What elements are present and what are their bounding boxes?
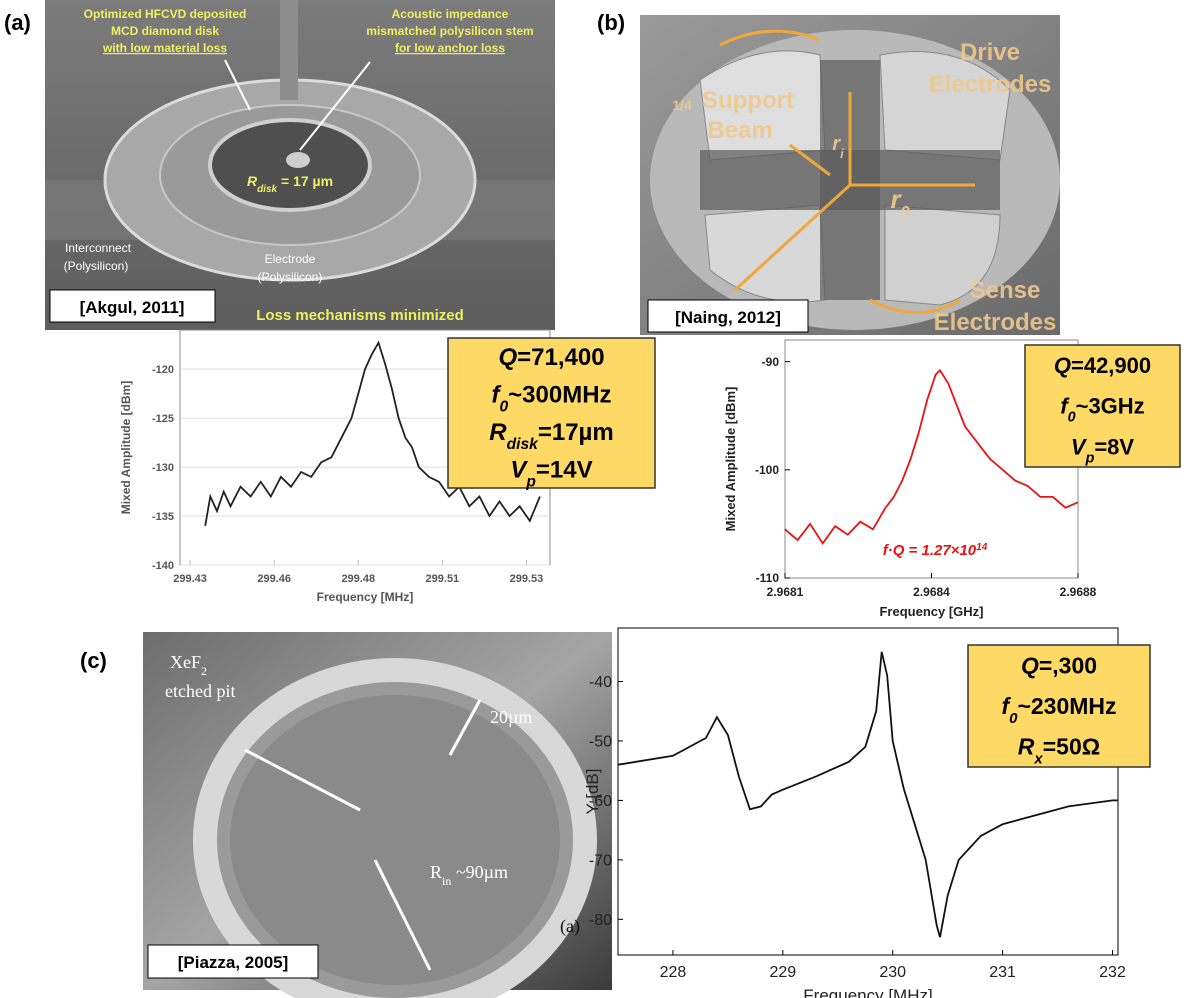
annotation: = 17 µm xyxy=(277,173,333,189)
x-tick-label: 2.9684 xyxy=(913,585,950,599)
annotation: for low anchor loss xyxy=(395,41,505,55)
y-tick-label: -140 xyxy=(152,560,174,572)
x-tick-label: 299.43 xyxy=(173,573,207,585)
annotation: disk xyxy=(257,184,277,195)
info-symbol: R xyxy=(1018,734,1035,760)
x-axis-label: Frequency [MHz] xyxy=(317,590,414,604)
annotation: Sense xyxy=(970,277,1041,304)
info-subscript: 0 xyxy=(1068,410,1076,426)
annotation: (Polysilicon) xyxy=(64,259,129,273)
info-subscript: disk xyxy=(507,436,540,453)
annotation: i xyxy=(840,146,844,161)
info-value: ~300MHz xyxy=(508,382,611,409)
annotation: Support xyxy=(702,87,794,114)
x-tick-label: 230 xyxy=(879,964,906,981)
annotation: Acoustic impedance xyxy=(392,7,509,21)
info-line: Q=42,900 xyxy=(1054,353,1151,378)
y-tick-label: -135 xyxy=(152,511,174,523)
citation: [Akgul, 2011] xyxy=(80,298,185,317)
annotation: Drive xyxy=(960,39,1020,66)
panel-label: (a) xyxy=(4,10,31,35)
x-axis-label: Frequency [GHz] xyxy=(879,604,983,619)
info-symbol: R xyxy=(489,419,507,446)
panel-label: (b) xyxy=(597,10,625,35)
annotation: MCD diamond disk xyxy=(111,24,219,38)
y-axis-label: Y [dB] xyxy=(583,769,602,815)
annotation: Electrodes xyxy=(934,309,1057,336)
annotation: (a) xyxy=(560,916,580,937)
info-value: =14V xyxy=(536,457,593,484)
x-tick-label: 2.9688 xyxy=(1060,585,1097,599)
annotation: Loss mechanisms minimized xyxy=(256,307,464,324)
info-symbol: Q xyxy=(1021,652,1039,678)
figure: Optimized HFCVD deposited MCD diamond di… xyxy=(0,0,1186,998)
annotation: 1/4 xyxy=(672,97,692,113)
y-axis-label: Mixed Amplitude [dBm] xyxy=(119,381,133,515)
info-subscript: p xyxy=(525,473,536,490)
info-value: =17µm xyxy=(538,419,614,446)
annotation: in xyxy=(442,874,451,888)
annotation: 14 xyxy=(976,542,988,553)
info-value: =,300 xyxy=(1039,652,1097,678)
annotation: 0 xyxy=(901,204,910,221)
y-tick-label: -100 xyxy=(755,463,779,477)
y-axis-label: Mixed Amplitude [dBm] xyxy=(723,387,738,532)
x-tick-label: 228 xyxy=(660,964,687,981)
x-tick-label: 232 xyxy=(1099,964,1126,981)
annotation: R xyxy=(430,862,442,882)
annotation: XeF xyxy=(170,652,201,672)
info-value: =8V xyxy=(1094,434,1134,459)
info-value: ~230MHz xyxy=(1017,693,1116,719)
x-tick-label: 299.53 xyxy=(510,573,544,585)
info-value: =42,900 xyxy=(1071,353,1151,378)
info-value: =50Ω xyxy=(1043,734,1100,760)
annotation: ~90µm xyxy=(451,862,508,882)
annotation: 2 xyxy=(201,664,207,678)
x-tick-label: 299.46 xyxy=(257,573,291,585)
info-symbol: Q xyxy=(1054,353,1071,378)
info-symbol: Q xyxy=(498,344,517,371)
annotation: with low material loss xyxy=(102,41,227,55)
annotation: 20µm xyxy=(490,707,532,727)
x-tick-label: 299.48 xyxy=(341,573,375,585)
y-tick-label: -130 xyxy=(152,462,174,474)
info-value: ~3GHz xyxy=(1076,394,1145,419)
annotation: (Polysilicon) xyxy=(258,270,323,284)
annotation: mismatched polysilicon stem xyxy=(366,24,533,38)
y-tick-label: -120 xyxy=(152,364,174,376)
x-tick-label: 229 xyxy=(769,964,796,981)
info-subscript: p xyxy=(1085,450,1095,466)
x-tick-label: 299.51 xyxy=(426,573,460,585)
info-value: =71,400 xyxy=(517,344,604,371)
y-tick-label: -40 xyxy=(589,674,612,691)
annotation: etched pit xyxy=(165,681,235,701)
citation: [Naing, 2012] xyxy=(675,308,781,327)
annotation: Electrodes xyxy=(929,71,1052,98)
y-tick-label: -50 xyxy=(589,734,612,751)
annotation: Interconnect xyxy=(65,241,132,255)
y-tick-label: -70 xyxy=(589,852,612,869)
x-tick-label: 2.9681 xyxy=(767,585,804,599)
y-tick-label: -80 xyxy=(589,912,612,929)
y-tick-label: -90 xyxy=(762,355,780,369)
annotation: Beam xyxy=(707,117,772,144)
annotation: Optimized HFCVD deposited xyxy=(84,7,247,21)
annotation: f·Q = 1.27×1014 xyxy=(883,542,988,560)
info-line: Q=71,400 xyxy=(498,344,604,371)
info-line: Q=,300 xyxy=(1021,652,1097,678)
y-tick-label: -110 xyxy=(756,571,780,585)
y-tick-label: -125 xyxy=(152,413,174,425)
annotation: Electrode xyxy=(265,252,316,266)
panel-label: (c) xyxy=(80,648,107,673)
x-tick-label: 231 xyxy=(989,964,1016,981)
info-subscript: 0 xyxy=(499,398,508,415)
citation: [Piazza, 2005] xyxy=(178,953,289,972)
annotation: f·Q = 1.27×10 xyxy=(883,542,977,559)
x-axis-label: Frequency [MHz] xyxy=(803,986,932,998)
